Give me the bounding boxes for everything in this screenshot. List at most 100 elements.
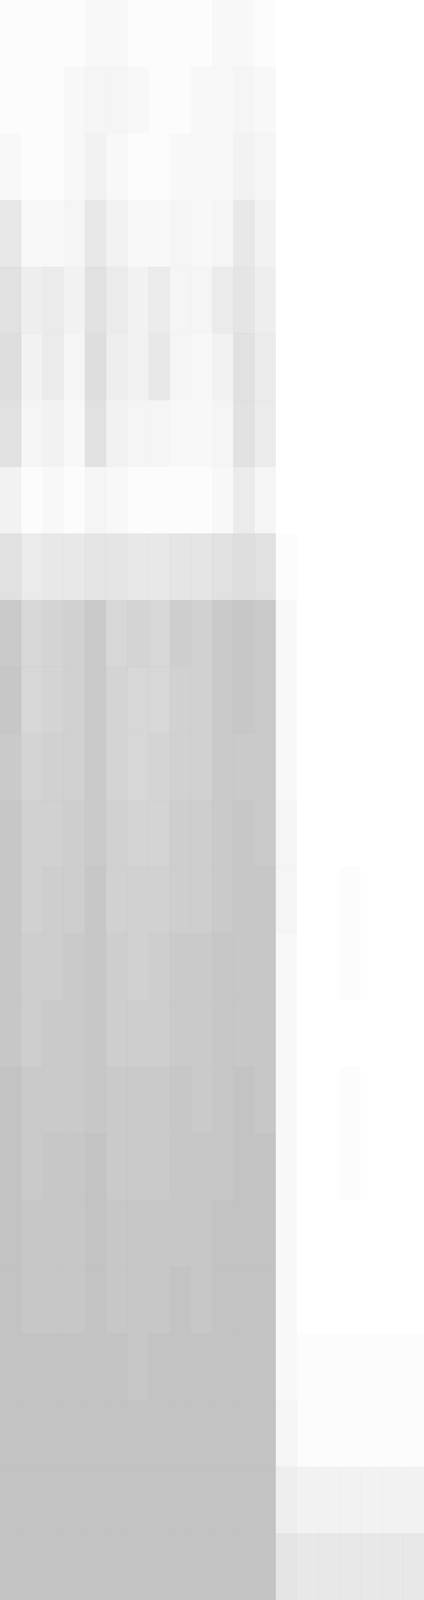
cell xyxy=(63,466,86,534)
cell xyxy=(296,999,318,1067)
cell xyxy=(169,1265,192,1333)
cell xyxy=(296,0,318,68)
cell xyxy=(212,999,234,1067)
cell xyxy=(212,866,234,934)
cell xyxy=(84,0,106,68)
cell xyxy=(169,932,192,1000)
cell xyxy=(21,799,43,867)
cell xyxy=(381,199,404,267)
cell xyxy=(84,1465,106,1533)
cell xyxy=(254,666,276,734)
cell xyxy=(190,532,212,600)
cell xyxy=(318,1398,340,1466)
cell xyxy=(42,732,64,800)
cell xyxy=(84,333,106,401)
cell xyxy=(0,1132,22,1200)
cell xyxy=(127,1265,149,1333)
cell xyxy=(148,1465,170,1533)
cell xyxy=(0,399,22,467)
cell xyxy=(42,0,64,68)
cell xyxy=(339,1065,361,1133)
cell xyxy=(63,532,86,600)
cell xyxy=(148,666,170,734)
cell xyxy=(254,599,276,667)
cell xyxy=(381,799,404,867)
cell xyxy=(381,1132,404,1200)
cell xyxy=(169,66,192,134)
cell xyxy=(106,732,128,800)
cell xyxy=(148,0,170,68)
cell xyxy=(402,1132,424,1200)
cell xyxy=(127,732,149,800)
cell xyxy=(296,532,318,600)
cell xyxy=(148,1265,170,1333)
cell xyxy=(296,199,318,267)
cell xyxy=(360,199,382,267)
cell xyxy=(402,66,424,134)
cell xyxy=(339,866,361,934)
cell xyxy=(42,199,64,267)
cell xyxy=(254,532,276,600)
cell xyxy=(190,1065,212,1133)
cell xyxy=(42,1265,64,1333)
cell xyxy=(190,799,212,867)
cell xyxy=(169,1065,192,1133)
cell xyxy=(84,399,106,467)
cell xyxy=(106,199,128,267)
cell xyxy=(63,133,86,201)
cell xyxy=(42,999,64,1067)
cell xyxy=(233,1465,255,1533)
cell xyxy=(402,532,424,600)
cell xyxy=(318,532,340,600)
cell xyxy=(127,1398,149,1466)
cell xyxy=(296,732,318,800)
cell xyxy=(0,1398,22,1466)
cell xyxy=(21,333,43,401)
cell xyxy=(402,599,424,667)
cell xyxy=(42,1199,64,1267)
cell xyxy=(148,333,170,401)
cell xyxy=(42,333,64,401)
cell xyxy=(381,66,404,134)
cell xyxy=(106,0,128,68)
cell xyxy=(360,1332,382,1400)
cell xyxy=(360,1132,382,1200)
cell xyxy=(233,1132,255,1200)
cell xyxy=(63,932,86,1000)
cell xyxy=(148,1132,170,1200)
cell xyxy=(402,799,424,867)
cell xyxy=(233,1265,255,1333)
cell xyxy=(42,666,64,734)
cell xyxy=(339,1332,361,1400)
cell xyxy=(296,66,318,134)
cell xyxy=(402,732,424,800)
cell xyxy=(127,266,149,334)
cell xyxy=(84,66,106,134)
cell xyxy=(275,1065,298,1133)
cell xyxy=(169,1465,192,1533)
cell xyxy=(169,466,192,534)
cell xyxy=(275,799,298,867)
cell xyxy=(190,1332,212,1400)
cell xyxy=(148,932,170,1000)
cell xyxy=(190,333,212,401)
cell xyxy=(190,1398,212,1466)
cell xyxy=(127,666,149,734)
cell xyxy=(339,266,361,334)
cell xyxy=(296,866,318,934)
cell xyxy=(42,466,64,534)
cell xyxy=(402,466,424,534)
cell xyxy=(339,199,361,267)
cell xyxy=(339,1132,361,1200)
cell xyxy=(381,732,404,800)
cell xyxy=(148,199,170,267)
cell xyxy=(275,1398,298,1466)
cell xyxy=(296,599,318,667)
cell xyxy=(0,799,22,867)
cell xyxy=(212,799,234,867)
cell xyxy=(63,599,86,667)
cell xyxy=(148,66,170,134)
cell xyxy=(360,466,382,534)
cell xyxy=(212,932,234,1000)
cell xyxy=(0,333,22,401)
